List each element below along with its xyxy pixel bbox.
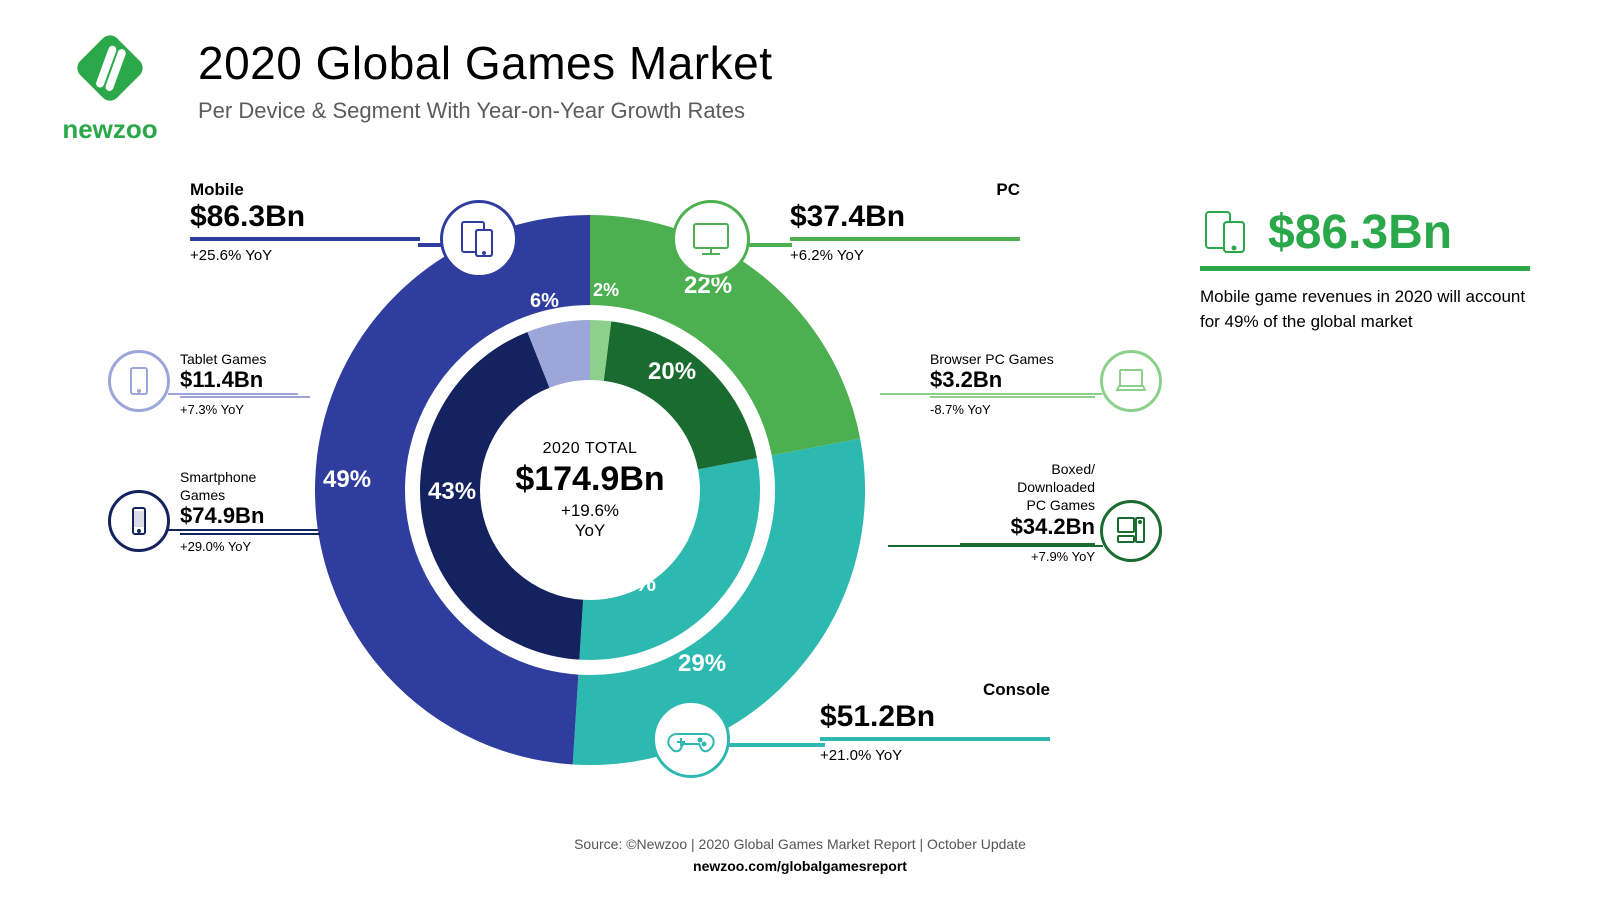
pct-boxed: 20% — [648, 358, 696, 386]
callout-boxed: Boxed/DownloadedPC Games $34.2Bn +7.9% Y… — [960, 460, 1095, 564]
pct-console-in: 29% — [608, 570, 656, 598]
footer: Source: ©Newzoo | 2020 Global Games Mark… — [0, 836, 1600, 874]
svg-text:newzoo: newzoo — [62, 114, 157, 144]
connector-smartphone — [168, 529, 318, 531]
pct-tablet: 6% — [530, 290, 559, 313]
smartphone-icon — [108, 490, 170, 552]
header: newzoo 2020 Global Games Market Per Devi… — [50, 30, 773, 150]
tablet-icon — [108, 350, 170, 412]
laptop-icon — [1100, 350, 1162, 412]
callout-mobile: Mobile $86.3Bn +25.6% YoY — [190, 180, 420, 264]
mobile-devices-icon — [1200, 206, 1254, 260]
gamepad-icon — [652, 700, 730, 778]
pct-smartphone: 43% — [428, 478, 476, 506]
connector-tablet — [168, 393, 298, 395]
pc-monitor-icon — [672, 200, 750, 278]
mobile-devices-icon — [440, 200, 518, 278]
pc-tower-icon — [1100, 500, 1162, 562]
page-title: 2020 Global Games Market — [198, 36, 773, 90]
pct-browser: 2% — [593, 280, 619, 301]
summary-desc: Mobile game revenues in 2020 will accoun… — [1200, 285, 1530, 334]
pct-console: 29% — [678, 650, 726, 678]
newzoo-logo: newzoo — [50, 30, 170, 150]
page-subtitle: Per Device & Segment With Year-on-Year G… — [198, 98, 773, 124]
summary-underline — [1200, 266, 1530, 271]
footer-link: newzoo.com/globalgamesreport — [0, 858, 1600, 874]
callout-tablet: Tablet Games $11.4Bn +7.3% YoY — [180, 350, 310, 417]
footer-source: Source: ©Newzoo | 2020 Global Games Mark… — [0, 836, 1600, 852]
summary-value: $86.3Bn — [1268, 205, 1452, 260]
callout-smartphone: SmartphoneGames $74.9Bn +29.0% YoY — [180, 468, 320, 554]
connector-boxed — [888, 545, 1103, 547]
pct-mobile: 49% — [323, 466, 371, 494]
callout-browser: Browser PC Games $3.2Bn -8.7% YoY — [930, 350, 1095, 417]
connector-browser — [880, 393, 1102, 395]
callout-pc: PC $37.4Bn +6.2% YoY — [790, 180, 1020, 264]
callout-console: Console $51.2Bn +21.0% YoY — [820, 680, 1050, 764]
summary-panel: $86.3Bn Mobile game revenues in 2020 wil… — [1200, 205, 1530, 334]
